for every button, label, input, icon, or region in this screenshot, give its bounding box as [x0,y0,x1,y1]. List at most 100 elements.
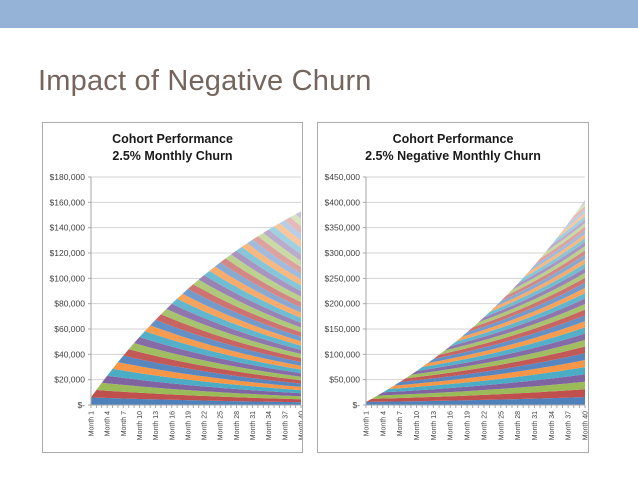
cohort-band [366,353,585,402]
right-chart-title: Cohort Performance 2.5% Negative Monthly… [318,131,588,165]
x-tick-label: Month 28 [515,411,522,440]
cohort-band [91,331,301,398]
axes [365,177,586,408]
cohort-band [366,277,585,402]
cohort-band [366,254,585,402]
x-tick-label: Month 1 [89,411,96,436]
cohort-band [91,308,301,398]
cohort-band [366,282,585,402]
y-tick-label: $140,000 [50,223,86,233]
right-chart-title-line2: 2.5% Negative Monthly Churn [365,149,541,163]
cohort-band [91,375,301,398]
cohort-band [91,382,301,400]
y-tick-label: $40,000 [54,349,85,359]
x-tick-label: Month 4 [380,411,387,436]
y-tick-label: $200,000 [325,299,361,309]
y-tick-label: $80,000 [54,299,85,309]
cohort-band [91,314,301,398]
x-tick-label: Month 34 [266,411,273,440]
x-tick-label: Month 7 [121,411,128,436]
cohort-band [91,389,301,403]
axes [90,177,302,408]
cohort-band [91,368,301,398]
y-tick-label: $120,000 [50,248,86,258]
y-axis-tick-labels: $180,000 $160,000 $140,000 $120,000 $100,000… [50,172,86,410]
cohort-band [366,259,585,402]
cohort-band [366,381,585,402]
cohort-band [366,360,585,402]
cohort-band [366,293,585,402]
cohort-band [366,367,585,402]
cohort-band [91,397,301,405]
y-axis-tick-labels: $450,000 $400,000 $350,000 $300,000 $250,000… [325,172,361,410]
cohort-band [366,321,585,402]
x-tick-label: Month 37 [566,411,573,440]
y-tick-label: $400,000 [325,197,361,207]
y-tick-label: $60,000 [54,324,85,334]
cohort-band [366,287,585,402]
y-tick-label: $450,000 [325,172,361,182]
cohort-band [366,303,585,402]
cohort-band [366,212,585,402]
x-tick-label: Month 31 [250,411,257,440]
page-title: Impact of Negative Churn [38,65,372,98]
cohort-band [366,242,585,402]
cohort-band [366,268,585,402]
x-tick-label: Month 19 [185,411,192,440]
x-tick-label: Month 40 [583,411,589,440]
x-tick-label: Month 40 [299,411,303,440]
y-tick-label: $20,000 [54,375,85,385]
cohort-band [91,337,301,398]
cohort-band [366,298,585,402]
y-tick-label: $- [77,400,85,410]
right-chart-plot: $450,000 $400,000 $350,000 $300,000 $250,000… [325,172,589,440]
y-tick-label: $100,000 [50,273,86,283]
x-tick-label: Month 16 [169,411,176,440]
cohort-band [91,362,301,398]
cohort-band [366,272,585,402]
y-tick-label: $- [352,400,360,410]
cohort-band [91,279,301,398]
chart-card-monthly-churn: Cohort Performance 2.5% Monthly Churn $1… [42,122,303,453]
cohort-band [366,226,585,402]
left-chart-title-line1: Cohort Performance [112,132,233,146]
cohort-band [366,374,585,402]
chart-card-negative-churn: Cohort Performance 2.5% Negative Monthly… [317,122,589,453]
right-chart-title-line1: Cohort Performance [392,132,514,146]
x-tick-label: Month 28 [234,411,241,440]
x-tick-label: Month 7 [397,411,404,436]
y-tick-label: $180,000 [50,172,86,182]
x-tick-label: Month 25 [218,411,225,440]
x-tick-label: Month 31 [532,411,539,440]
top-accent-bar [0,0,638,28]
left-chart-title-line2: 2.5% Monthly Churn [112,149,233,163]
cohort-band [366,250,585,402]
x-tick-label: Month 22 [481,411,488,440]
y-tick-label: $250,000 [325,273,361,283]
cohort-band [366,234,585,402]
cohort-band [366,238,585,402]
x-tick-label: Month 22 [202,411,209,440]
y-tick-label: $350,000 [325,223,361,233]
cohort-band [91,232,301,398]
cohort-band [366,246,585,402]
cohort-band [366,309,585,402]
y-tick-label: $300,000 [325,248,361,258]
x-tick-label: Month 16 [448,411,455,440]
cohort-band [366,397,585,405]
x-tick-label: Month 34 [549,411,556,440]
cohort-band [91,325,301,398]
left-chart-title: Cohort Performance 2.5% Monthly Churn [43,131,302,165]
cohort-band [91,319,301,398]
x-tick-label: Month 19 [465,411,472,440]
y-tick-label: $50,000 [329,375,360,385]
cohort-band [91,275,301,398]
x-axis-tick-labels: Month 1 Month 4 Month 7 Month 10 Month 13 Mon… [364,411,589,440]
cohort-band [366,223,585,402]
cohort-band [366,315,585,402]
x-tick-label: Month 1 [364,411,371,436]
cohort-band [366,216,585,402]
cohort-band [366,346,585,402]
cohort-band [91,284,301,398]
